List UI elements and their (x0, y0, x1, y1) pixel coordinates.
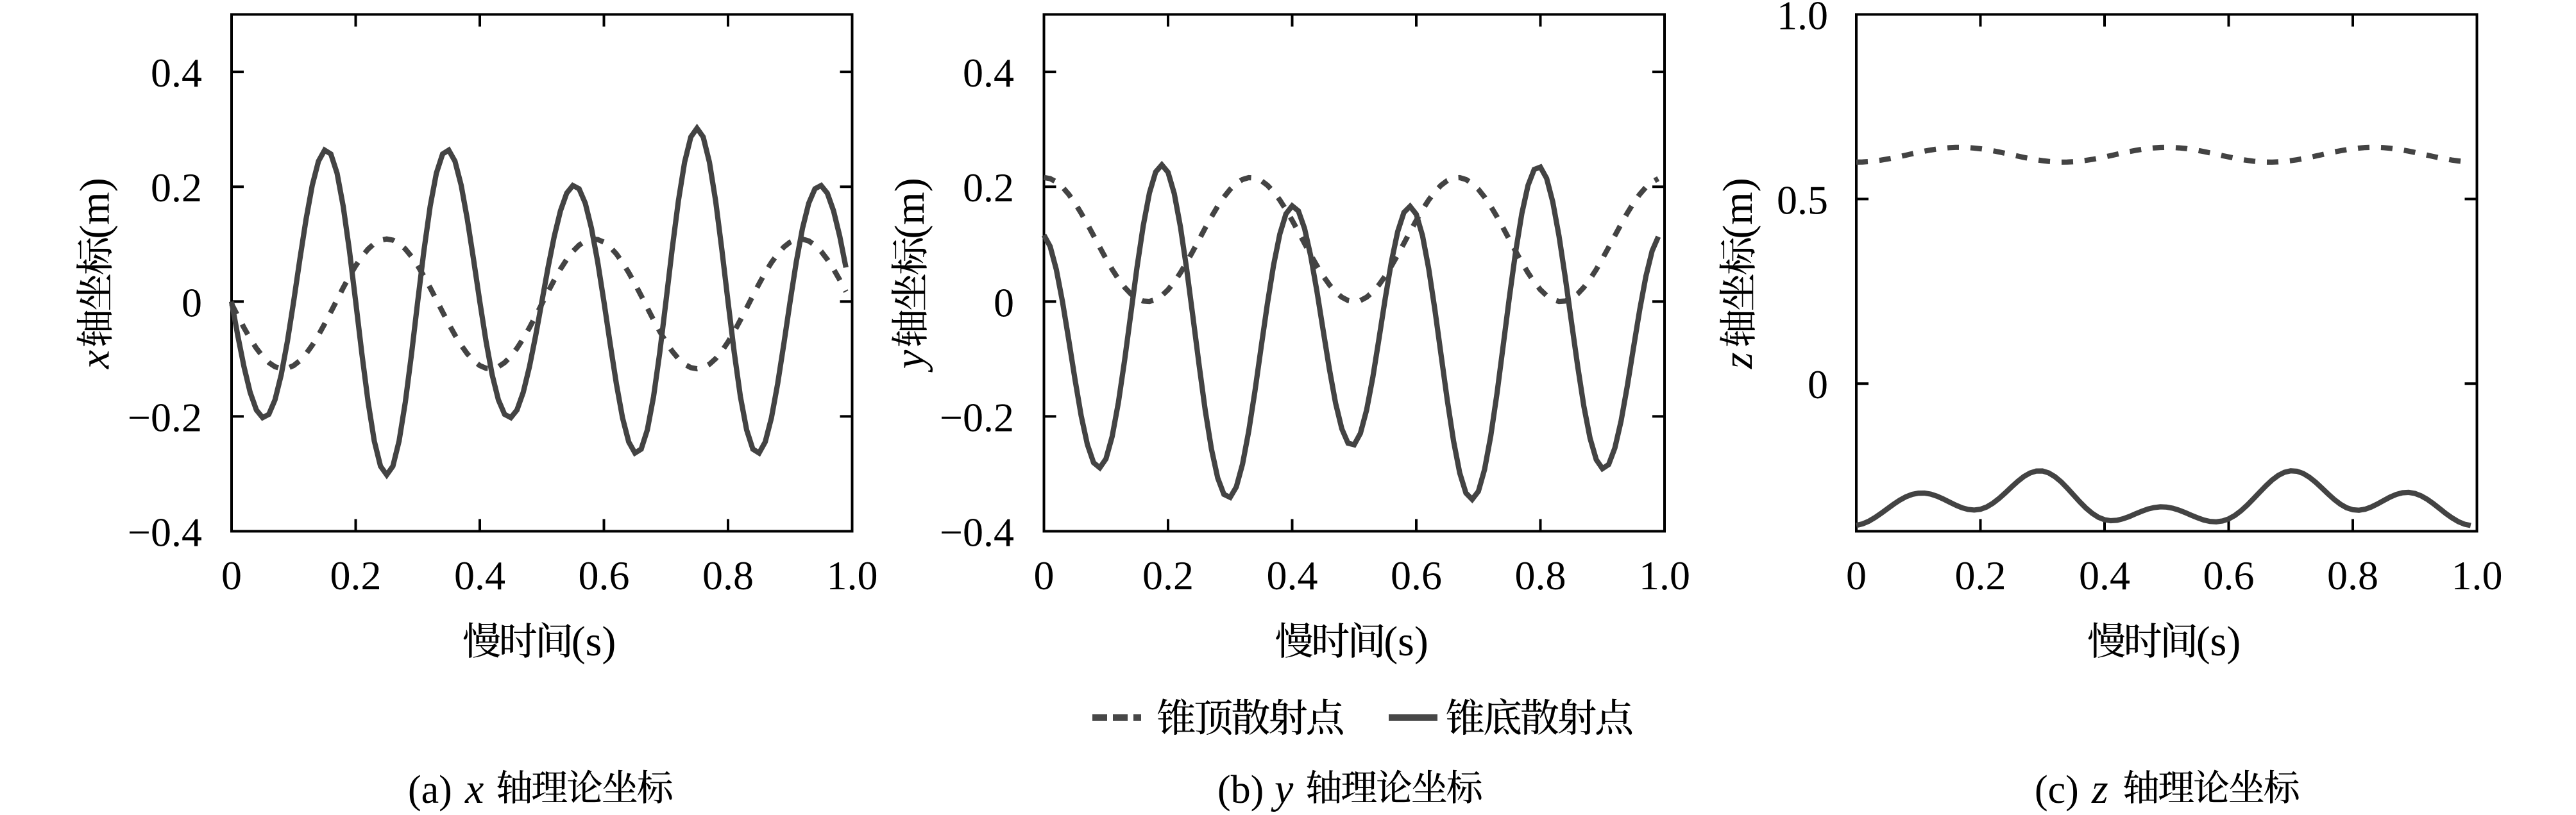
svg-text:(a): (a) (408, 768, 452, 812)
svg-text:1.0: 1.0 (827, 553, 878, 598)
svg-text:(m): (m) (886, 178, 933, 239)
svg-text:(s): (s) (572, 618, 616, 665)
svg-text:(m): (m) (72, 178, 119, 239)
svg-text:(c): (c) (2035, 768, 2079, 812)
svg-text:y: y (886, 349, 933, 373)
svg-text:(b): (b) (1217, 768, 1264, 812)
svg-text:0.6: 0.6 (1391, 553, 1442, 598)
svg-text:0.2: 0.2 (963, 165, 1014, 210)
svg-text:(m): (m) (1715, 178, 1761, 239)
svg-text:−0.4: −0.4 (128, 510, 202, 555)
svg-text:z: z (1715, 352, 1761, 369)
svg-text:0.8: 0.8 (702, 553, 754, 598)
svg-text:0.4: 0.4 (1267, 553, 1318, 598)
svg-text:0.4: 0.4 (2079, 553, 2130, 598)
svg-text:0: 0 (1034, 553, 1055, 598)
svg-text:x: x (72, 350, 119, 369)
svg-text:0.2: 0.2 (330, 553, 382, 598)
svg-text:0.8: 0.8 (1515, 553, 1566, 598)
svg-text:1.0: 1.0 (2452, 553, 2503, 598)
svg-text:0: 0 (1846, 553, 1867, 598)
svg-text:0.6: 0.6 (579, 553, 630, 598)
svg-text:0.4: 0.4 (151, 50, 202, 96)
svg-text:y: y (1271, 766, 1294, 812)
svg-text:0.5: 0.5 (1777, 177, 1828, 223)
svg-text:−0.2: −0.2 (940, 394, 1014, 440)
svg-text:(s): (s) (2196, 618, 2241, 665)
svg-text:1.0: 1.0 (1639, 553, 1690, 598)
svg-text:0.4: 0.4 (454, 553, 505, 598)
svg-text:0: 0 (221, 553, 242, 598)
svg-text:0.8: 0.8 (2327, 553, 2378, 598)
svg-text:1.0: 1.0 (1777, 0, 1828, 38)
svg-text:0.2: 0.2 (1142, 553, 1194, 598)
svg-text:−0.4: −0.4 (940, 510, 1014, 555)
svg-text:0: 0 (994, 280, 1014, 325)
svg-text:−0.2: −0.2 (128, 394, 202, 440)
svg-text:0.6: 0.6 (2203, 553, 2255, 598)
svg-text:0: 0 (182, 280, 202, 325)
svg-text:x: x (464, 766, 484, 812)
svg-text:0.2: 0.2 (151, 165, 202, 210)
svg-text:0: 0 (1808, 362, 1828, 407)
svg-text:0.2: 0.2 (1955, 553, 2006, 598)
svg-text:0.4: 0.4 (963, 50, 1014, 96)
svg-text:(s): (s) (1384, 618, 1428, 665)
svg-text:z: z (2091, 766, 2108, 812)
